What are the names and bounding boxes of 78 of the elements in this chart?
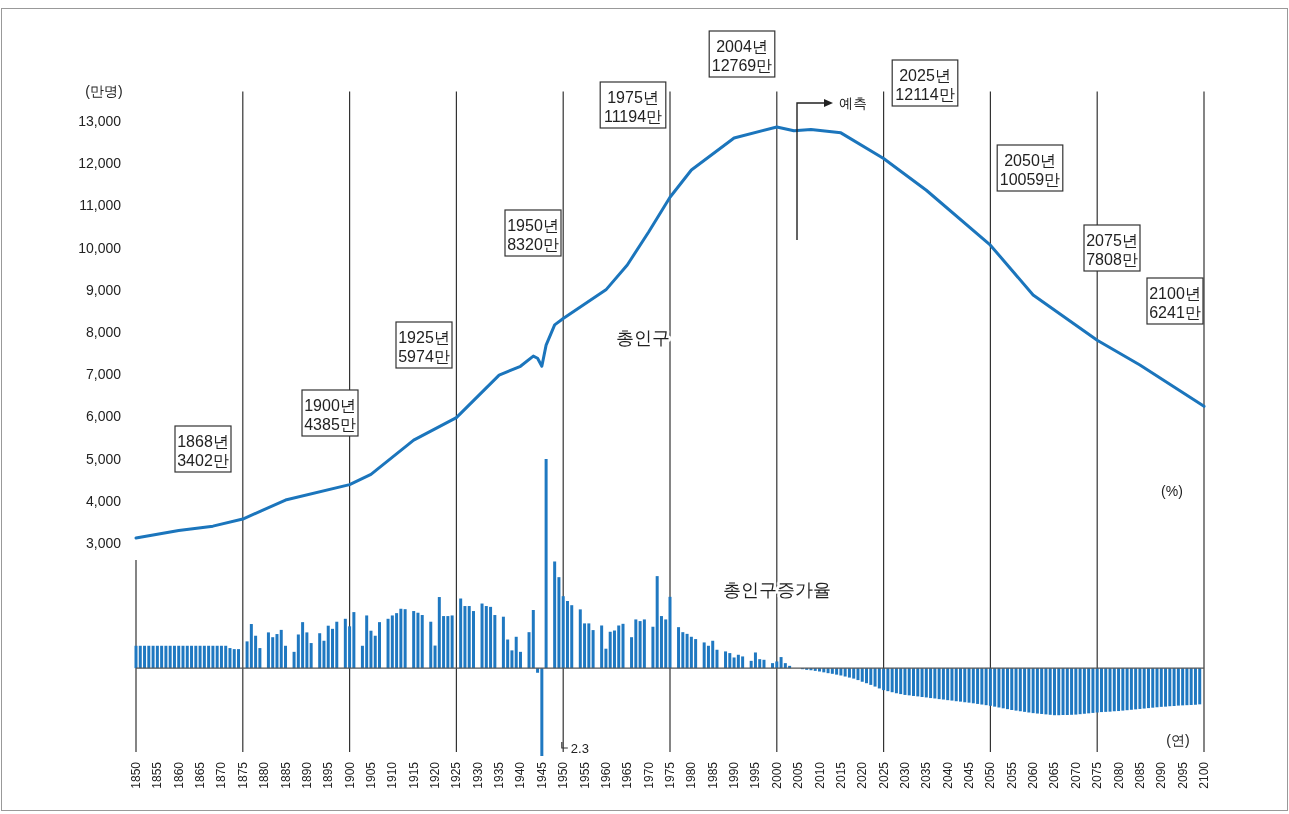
annotation: 2.3 bbox=[570, 741, 589, 756]
x-tick-label: 1875 bbox=[235, 761, 250, 789]
x-tick-label: 2000 bbox=[769, 761, 784, 789]
annotation: 1900년 4385만 bbox=[304, 397, 356, 433]
y-tick-label: 7,000 bbox=[85, 366, 122, 383]
x-tick-label: 2065 bbox=[1047, 761, 1062, 789]
x-tick-label: 1975 bbox=[663, 761, 677, 789]
x-tick-label: 2030 bbox=[897, 761, 912, 789]
x-tick-label: 1885 bbox=[278, 761, 293, 789]
x-tick-label: 2025 bbox=[876, 761, 891, 789]
x-tick-label: 2080 bbox=[1111, 761, 1126, 789]
x-tick-label: 2090 bbox=[1154, 761, 1169, 789]
x-tick-label: 1995 bbox=[748, 761, 763, 789]
y-tick-label: 9,000 bbox=[85, 281, 122, 298]
x-tick-label: 1905 bbox=[363, 761, 378, 789]
x-tick-label: 1930 bbox=[470, 761, 485, 789]
x-tick-label: 2015 bbox=[833, 761, 848, 789]
x-tick-label: 2060 bbox=[1026, 761, 1041, 789]
y-tick-label: 4,000 bbox=[85, 492, 122, 509]
x-tick-label: 1895 bbox=[321, 761, 336, 789]
y-tick-label: 8,000 bbox=[85, 324, 122, 341]
x-tick-label: 2070 bbox=[1068, 761, 1083, 789]
annotation: 2100년 6241만 bbox=[1149, 285, 1201, 321]
x-tick-label: 1910 bbox=[385, 761, 400, 789]
x-tick-label: 1935 bbox=[492, 761, 507, 789]
x-tick-label: 1940 bbox=[513, 761, 528, 789]
x-tick-label: 2055 bbox=[1004, 761, 1019, 789]
x-tick-label: 2005 bbox=[791, 761, 806, 789]
text: 2004년 12769만 bbox=[711, 38, 773, 74]
x-tick-label: 1960 bbox=[598, 761, 613, 789]
x-tick-label: 1855 bbox=[150, 761, 165, 789]
y-tick-label: 11,000 bbox=[79, 197, 122, 214]
x-tick-label: 1925 bbox=[449, 761, 464, 789]
y-tick-label: 13,000 bbox=[78, 113, 122, 130]
x-tick-label: 2040 bbox=[940, 761, 955, 789]
x-tick-label: 1950 bbox=[556, 761, 571, 789]
annotation: 1975년 11194만 bbox=[603, 89, 663, 125]
annotation: 2075년 7808만 bbox=[1086, 232, 1138, 268]
x-tick-label: 1990 bbox=[727, 761, 742, 789]
y-tick-label: 5,000 bbox=[85, 450, 122, 467]
x-tick-label: 2050 bbox=[983, 761, 998, 789]
x-tick-label: 1880 bbox=[257, 761, 272, 789]
x-tick-label: 1945 bbox=[534, 761, 549, 789]
x-tick-label: 1870 bbox=[214, 761, 229, 789]
x-tick-label: 2100 bbox=[1197, 761, 1211, 789]
text: 총인구 bbox=[616, 328, 671, 349]
annotation: 2025년 12114만 bbox=[895, 67, 955, 103]
x-tick-label: 1965 bbox=[620, 761, 635, 789]
x-tick-label: 2075 bbox=[1090, 761, 1105, 789]
x-tick-label: 1900 bbox=[342, 761, 357, 789]
x-tick-label: 1860 bbox=[171, 761, 186, 789]
x-tick-label: 1980 bbox=[684, 761, 699, 789]
y-tick-label: 10,000 bbox=[78, 239, 122, 256]
x-tick-label: 1915 bbox=[406, 761, 421, 789]
annotation: 1868년 3402만 bbox=[177, 433, 229, 469]
x-tick-label: 2035 bbox=[919, 761, 934, 789]
x-tick-label: 1920 bbox=[428, 761, 443, 789]
x-tick-label: 1865 bbox=[193, 761, 208, 789]
y-tick-label: 12,000 bbox=[78, 155, 122, 172]
x-tick-label: 1850 bbox=[129, 761, 143, 789]
x-axis-title: (연) bbox=[1166, 732, 1190, 748]
y-axis-title: (만명) bbox=[85, 83, 123, 99]
x-tick-label: 1955 bbox=[577, 761, 592, 789]
x-tick-label: 1985 bbox=[705, 761, 720, 789]
x-tick-label: 2010 bbox=[812, 761, 827, 789]
annotation: 1925년 5974만 bbox=[398, 329, 450, 365]
x-tick-label: 2045 bbox=[962, 761, 977, 789]
x-tick-label: 2085 bbox=[1132, 761, 1147, 789]
annotation: 2050년 10059만 bbox=[999, 152, 1061, 188]
x-tick-label: 1890 bbox=[299, 761, 314, 789]
x-tick-label: 2095 bbox=[1175, 761, 1190, 789]
y-axis-title: (%) bbox=[1161, 483, 1183, 499]
annotation: 예측 bbox=[839, 95, 867, 111]
y-tick-label: 6,000 bbox=[85, 408, 122, 425]
x-tick-label: 2020 bbox=[855, 761, 870, 789]
annotation: 1950년 8320만 bbox=[507, 217, 559, 253]
y-tick-label: 3,000 bbox=[85, 535, 122, 552]
x-tick-label: 1970 bbox=[641, 761, 656, 789]
